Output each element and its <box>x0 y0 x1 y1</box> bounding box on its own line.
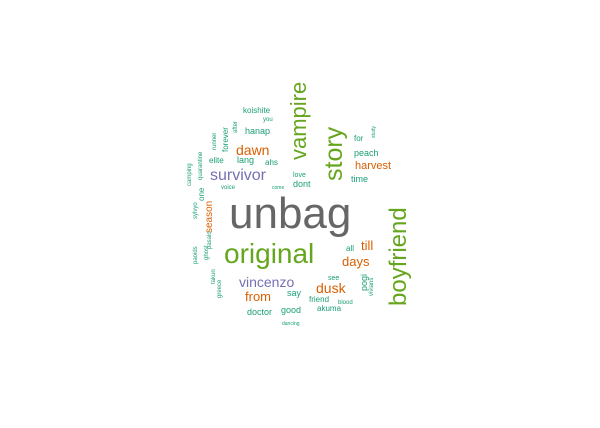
word-quarantine: quarantine <box>198 151 204 180</box>
word-blood: blood <box>338 300 353 306</box>
word-sylvyo: sylvyo <box>193 202 199 219</box>
word-peach: peach <box>354 148 379 158</box>
word-unbag: unbag <box>229 189 352 238</box>
word-harvest: harvest <box>355 160 392 172</box>
word-come: come <box>272 185 285 191</box>
word-time: time <box>351 174 369 184</box>
word-paoids: paoids <box>193 246 199 264</box>
word-days: days <box>342 254 370 269</box>
word-doctor: doctor <box>247 307 273 317</box>
word-story: story <box>320 126 348 181</box>
word-ahs: ahs <box>265 158 278 167</box>
word-love: love <box>293 172 306 179</box>
word-all: all <box>346 244 355 253</box>
word-dancing: dancing <box>282 321 300 327</box>
word-lang: lang <box>237 155 255 165</box>
word-one: one <box>197 187 206 201</box>
word-good: good <box>281 305 302 315</box>
word-study: study <box>371 126 377 138</box>
word-dawn: dawn <box>236 142 270 158</box>
word-koishite: koishite <box>243 106 271 115</box>
word-camping: camping <box>187 163 193 186</box>
word-vincenzo: vincenzo <box>239 274 295 290</box>
word-you: you <box>263 117 273 123</box>
word-after: after <box>233 120 239 133</box>
word-vivians: vivians <box>369 277 375 296</box>
word-from: from <box>245 289 271 304</box>
word-dont: dont <box>293 179 311 189</box>
word-original: original <box>224 238 315 269</box>
word-runner: runner <box>212 132 218 150</box>
word-vampire: vampire <box>286 81 311 160</box>
word-say: say <box>287 288 302 298</box>
word-akuma: akuma <box>317 304 342 313</box>
word-for: for <box>354 134 364 143</box>
word-boyfriend: boyfriend <box>385 207 412 306</box>
word-voice: voice <box>221 185 236 191</box>
word-till: till <box>361 238 374 253</box>
word-season: season <box>204 200 215 233</box>
word-elite: elite <box>209 156 224 165</box>
word-survivor: survivor <box>210 167 267 184</box>
word-forever: forever <box>221 127 230 152</box>
word-pogi: pogi <box>359 273 369 291</box>
word-greece: greece <box>217 279 223 298</box>
word-see: see <box>328 275 340 282</box>
word-hanap: hanap <box>245 126 271 136</box>
word-dusk: dusk <box>316 280 346 296</box>
word-pasalo: pasalo <box>207 231 213 249</box>
word-friend: friend <box>309 295 330 304</box>
